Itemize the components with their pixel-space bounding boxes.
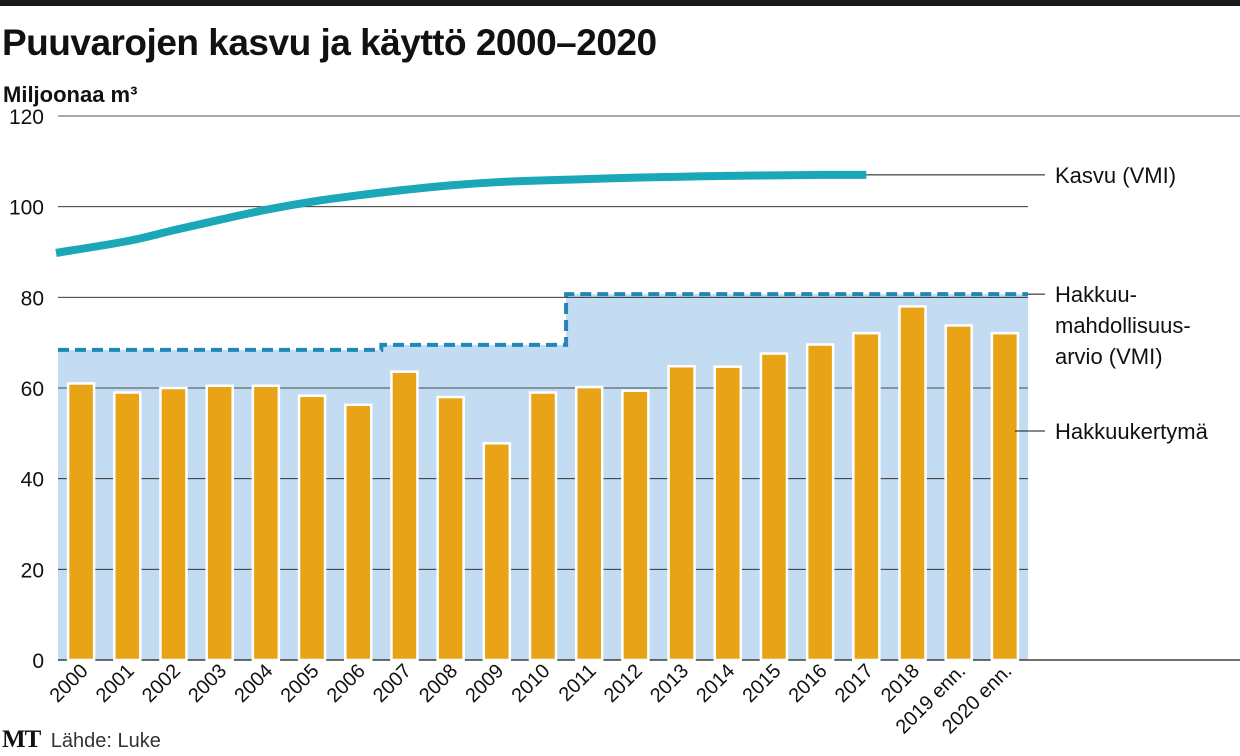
x-tick-label: 2015 [738,660,785,707]
bar-2010 [528,391,558,662]
bar-2011 [574,385,604,662]
y-tick-label: 80 [21,287,44,310]
potential-label-line: Hakkuu- [1055,282,1137,307]
potential-series-label: Hakkuu-mahdollisuus-arvio (VMI) [1055,282,1191,369]
growth-line [55,170,867,257]
mt-logo: MT [2,726,41,753]
potential-label-line: arvio (VMI) [1055,344,1163,369]
x-tick-label: 2008 [415,660,462,707]
source-note: Lähde: Luke [50,730,161,752]
bar-2003 [205,384,234,662]
x-tick-label: 2013 [646,660,693,707]
x-tick-label: 2017 [831,660,878,707]
y-tick-label: 100 [9,197,44,220]
harvest-series-label: Hakkuukertymä [1055,419,1209,444]
footer: MT Lähde: Luke [2,726,161,754]
bar-2016 [805,343,835,662]
bar-2005 [297,394,327,662]
x-tick-label: 2005 [277,660,324,707]
y-tick-label: 40 [21,469,44,492]
y-tick-label: 60 [21,378,44,401]
x-tick-label: 2009 [461,660,508,707]
bar-2015 [759,352,789,662]
bar-2014 [713,365,743,662]
x-tick-label: 2001 [92,660,139,707]
x-tick-label: 2006 [323,660,370,707]
bar-2006 [343,403,373,662]
growth-series-label: Kasvu (VMI) [1055,163,1176,188]
x-tick-label: 2010 [508,660,555,707]
bar-2002 [159,386,188,662]
x-tick-label: 2007 [369,660,416,707]
unit-label: Miljoonaa m³ [3,82,138,107]
bar-2009 [482,442,512,662]
x-tick-label: 2014 [692,660,739,707]
bar-2019-enn [944,324,973,662]
bar-2004 [251,384,281,662]
x-tick-label: 2011 [555,660,601,706]
x-tick-label: 2004 [230,660,277,707]
x-tick-label: 2000 [46,660,93,707]
y-tick-label: 120 [9,106,44,129]
potential-label-line: mahdollisuus- [1055,313,1191,338]
chart-title: Puuvarojen kasvu ja käyttö 2000–2020 [2,22,657,63]
bar-2012 [621,389,650,662]
top-rule [0,0,1240,6]
bar-2020-enn [990,331,1020,662]
x-tick-label: 2002 [138,660,185,707]
bar-2013 [667,364,696,662]
y-tick-label: 20 [21,559,44,582]
bar-2000 [66,382,96,662]
y-tick-label: 0 [32,650,44,673]
bar-2008 [436,395,465,662]
bar-2018 [898,305,927,662]
bar-2007 [390,370,419,662]
x-tick-label: 2016 [785,660,832,707]
x-tick-label: 2012 [600,660,647,707]
bar-2001 [113,391,142,662]
bar-2017 [852,331,881,662]
x-tick-label: 2003 [184,660,231,707]
